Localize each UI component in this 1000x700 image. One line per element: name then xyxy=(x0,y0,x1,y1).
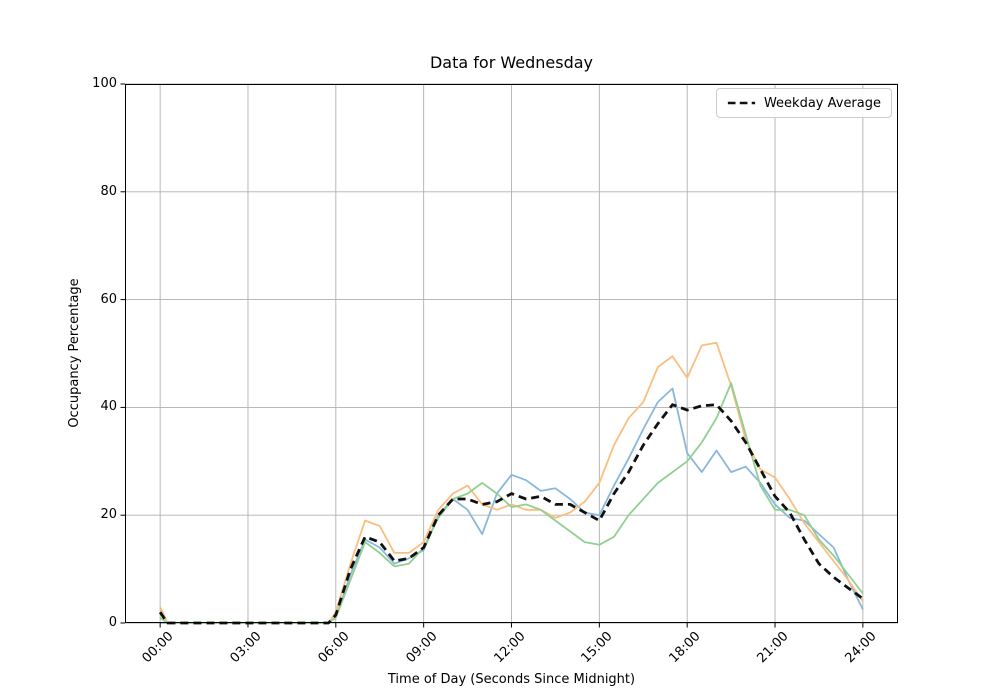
axes-spines xyxy=(125,84,898,623)
x-tick-label: 12:00 xyxy=(491,629,529,667)
y-tick-label: 0 xyxy=(108,615,117,630)
x-tick-label: 21:00 xyxy=(754,629,792,667)
dashed-line-icon xyxy=(727,101,756,105)
legend: Weekday Average xyxy=(716,88,892,118)
x-tick-label: 06:00 xyxy=(315,629,353,667)
y-tick-label: 20 xyxy=(100,507,117,523)
y-tick-label: 100 xyxy=(92,76,117,91)
plot-area xyxy=(120,83,898,628)
x-axis-label: Time of Day (Seconds Since Midnight) xyxy=(387,672,636,687)
y-tick-label: 60 xyxy=(100,291,117,307)
average-line xyxy=(158,403,864,625)
y-tick-label: 40 xyxy=(100,399,117,415)
y-tick-label: 80 xyxy=(100,183,117,199)
x-tick-label: 18:00 xyxy=(666,629,704,667)
chart-title: Data for Wednesday xyxy=(429,53,593,72)
plot-svg xyxy=(120,83,898,628)
x-tick-label: 09:00 xyxy=(403,629,441,667)
y-axis-label: Occupancy Percentage xyxy=(67,278,82,428)
x-tick-label: 24:00 xyxy=(842,629,880,667)
legend-label: Weekday Average xyxy=(763,95,881,111)
series-line xyxy=(159,382,864,624)
x-tick-label: 00:00 xyxy=(139,629,177,667)
x-tick-label: 15:00 xyxy=(578,629,616,667)
x-tick-label: 03:00 xyxy=(227,629,265,667)
